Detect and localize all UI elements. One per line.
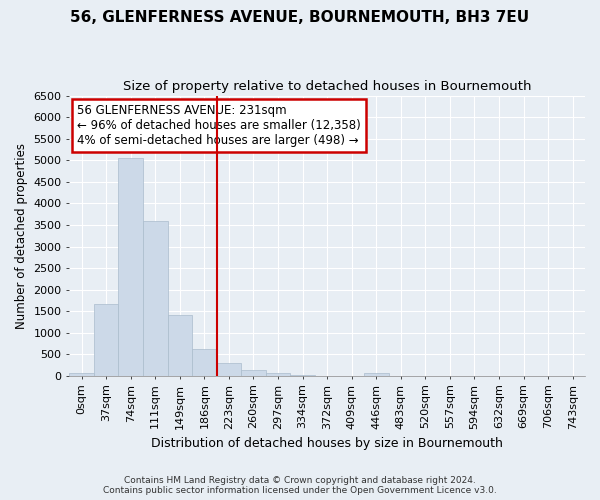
Bar [217, 363, 241, 376]
Text: 56, GLENFERNESS AVENUE, BOURNEMOUTH, BH3 7EU: 56, GLENFERNESS AVENUE, BOURNEMOUTH, BH3… [70, 10, 530, 25]
Bar [70, 374, 94, 376]
Y-axis label: Number of detached properties: Number of detached properties [15, 142, 28, 328]
Bar [94, 304, 118, 376]
Title: Size of property relative to detached houses in Bournemouth: Size of property relative to detached ho… [123, 80, 532, 93]
Bar [143, 220, 167, 376]
Bar [167, 314, 192, 376]
X-axis label: Distribution of detached houses by size in Bournemouth: Distribution of detached houses by size … [151, 437, 503, 450]
Bar [118, 158, 143, 376]
Text: Contains HM Land Registry data © Crown copyright and database right 2024.
Contai: Contains HM Land Registry data © Crown c… [103, 476, 497, 495]
Bar [192, 349, 217, 376]
Bar [290, 375, 315, 376]
Bar [266, 374, 290, 376]
Bar [364, 374, 389, 376]
Text: 56 GLENFERNESS AVENUE: 231sqm
← 96% of detached houses are smaller (12,358)
4% o: 56 GLENFERNESS AVENUE: 231sqm ← 96% of d… [77, 104, 361, 147]
Bar [241, 370, 266, 376]
